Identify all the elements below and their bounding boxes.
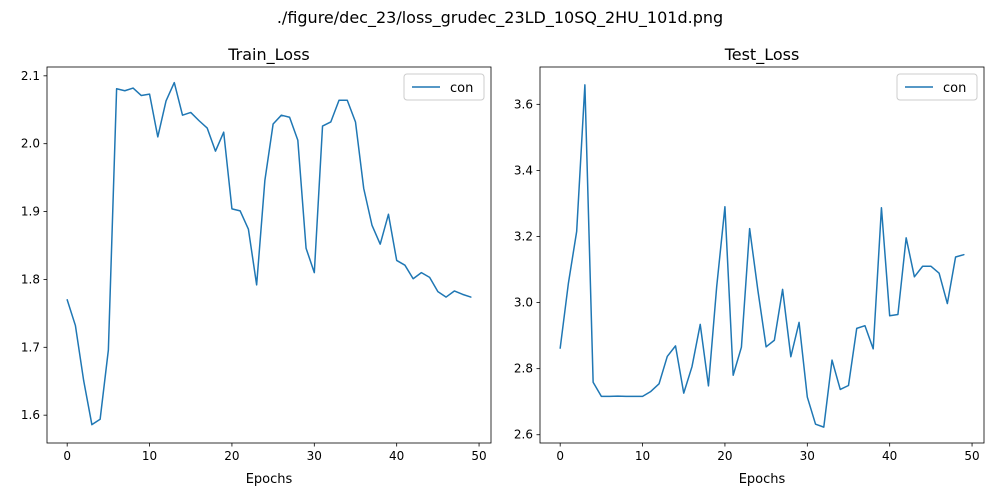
train-x-tick-label: 20 [224,449,239,463]
test-x-tick-label: 20 [717,449,732,463]
train-legend-box [403,73,485,101]
train-plot-title: Train_Loss [227,45,309,65]
figure-title: ./figure/dec_23/loss_grudec_23LD_10SQ_2H… [277,8,723,28]
train-x-tick-label: 40 [389,449,404,463]
train-axes-frame [46,66,492,444]
test-legend-box [896,73,978,101]
test-series-line-con [559,84,965,428]
train-y-tick-label: 1.8 [21,272,40,286]
train-y-tick-label: 2.1 [21,69,40,83]
test-x-tick-label: 10 [635,449,650,463]
train-x-tick-label: 30 [307,449,322,463]
train-x-axis-label: Epochs [246,472,293,487]
train-x-tick-label: 10 [142,449,157,463]
train-loss-panel: Train_Loss 0 10 20 30 40 50 1.6 1.7 1.8 1.9 2.0 2.1 E… [21,45,492,487]
train-x-tick-label: 0 [63,449,71,463]
test-y-tick-label: 3.6 [514,97,533,111]
test-x-axis-label: Epochs [739,472,786,487]
test-axes-frame [539,66,985,444]
test-x-tick-label: 30 [800,449,815,463]
test-legend-label: con [943,81,966,96]
train-legend-label: con [450,81,473,96]
train-x-tick-label: 50 [471,449,486,463]
train-y-tick-label: 2.0 [21,137,40,151]
test-loss-panel: Test_Loss 0 10 20 30 40 50 2.6 2.8 3.0 3.2 3.4 3.6 Ep… [514,45,985,487]
test-y-tick-label: 2.8 [514,362,533,376]
train-y-tick-label: 1.7 [21,340,40,354]
train-y-tick-label: 1.6 [21,408,40,422]
train-series-line-con [66,81,472,426]
test-y-tick-label: 3.2 [514,229,533,243]
test-plot-title: Test_Loss [724,45,800,65]
train-legend: con [403,73,485,101]
test-x-tick-label: 40 [882,449,897,463]
train-y-tick-label: 1.9 [21,205,40,219]
test-legend: con [896,73,978,101]
test-y-tick-label: 2.6 [514,428,533,442]
test-y-tick-label: 3.0 [514,296,533,310]
test-x-tick-label: 50 [964,449,979,463]
test-x-tick-label: 0 [556,449,564,463]
test-y-tick-label: 3.4 [514,163,533,177]
